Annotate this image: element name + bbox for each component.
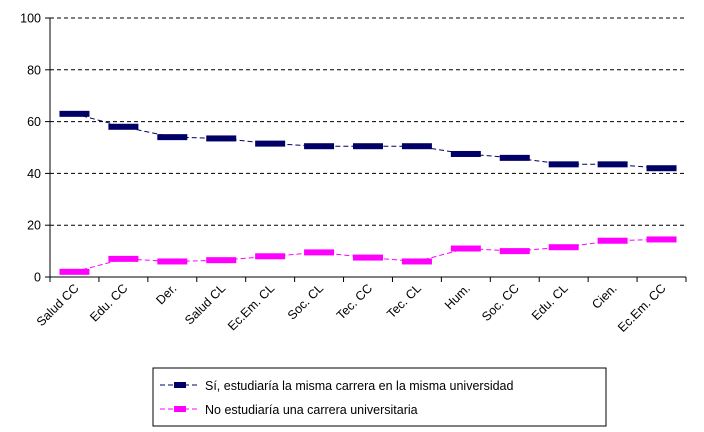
axes [49, 18, 686, 278]
series-2-point [353, 254, 383, 261]
series-1-point [108, 123, 139, 130]
x-tick-label: Der. [153, 281, 179, 307]
legend-box [152, 367, 607, 427]
series-2-point [206, 257, 237, 264]
series-1-point [597, 161, 628, 168]
y-tick-label-60: 60 [27, 115, 41, 129]
series [59, 110, 677, 275]
series-1-point [353, 143, 383, 150]
y-tick-label-20: 20 [27, 219, 41, 233]
gridlines [50, 17, 686, 226]
series-2-point [450, 245, 481, 252]
series-1-point [646, 165, 677, 172]
series-2-point [255, 253, 286, 260]
legend-entry-series-1: Sí, estudiaría la misma carrera en la mi… [160, 379, 514, 393]
x-tick-label: Ec.Em. CL [225, 281, 277, 333]
y-tick-label-0: 0 [34, 271, 41, 285]
x-tick-label: Salud CL [182, 281, 228, 327]
series-1-point [206, 135, 237, 142]
y-tick-label-100: 100 [20, 12, 41, 26]
series-2-point [59, 268, 90, 275]
series-1-point [255, 140, 286, 147]
x-tick-label: Soc. CL [285, 281, 326, 322]
series-1-point [401, 143, 432, 150]
x-tick-label: Tec. CC [334, 281, 375, 322]
series-1-point [157, 134, 188, 141]
y-tick-label-80: 80 [27, 63, 41, 77]
series-2-point [401, 258, 432, 265]
x-tick-label: Salud CC [34, 281, 82, 329]
x-tick-label: Hum. [442, 281, 473, 312]
series-2-point [108, 255, 139, 262]
x-tick-label: Tec. CL [384, 281, 424, 321]
x-tick-label: Soc. CC [479, 281, 522, 324]
series-1-point [304, 143, 335, 150]
y-tick-labels: 0 20 40 60 80 100 [20, 12, 50, 285]
series-1-point [59, 110, 90, 117]
series-2-point [499, 248, 530, 255]
legend: Sí, estudiaría la misma carrera en la mi… [152, 367, 607, 427]
series-2-point [548, 244, 579, 251]
series-2-point [157, 258, 188, 265]
legend-label-series-2: No estudiaría una carrera universitaria [205, 403, 418, 417]
x-tick-label: Ec.Em. CC [615, 281, 669, 335]
legend-entry-series-2: No estudiaría una carrera universitaria [160, 403, 418, 417]
series-2-point [597, 237, 628, 244]
series-1-point [450, 150, 481, 157]
x-tick-label: Edu. CL [529, 281, 571, 323]
legend-swatch-series-2-marker [174, 406, 186, 412]
y-tick-label-40: 40 [27, 167, 41, 181]
legend-swatch-series-1-marker [174, 382, 186, 388]
series-1-point [548, 161, 579, 168]
series-2-point [646, 236, 677, 243]
legend-label-series-1: Sí, estudiaría la misma carrera en la mi… [205, 379, 514, 393]
series-2-point [304, 249, 335, 256]
series-1-point [499, 154, 530, 161]
x-tick-label: Edu. CC [87, 281, 130, 324]
x-tick-label: Cien. [589, 281, 620, 312]
